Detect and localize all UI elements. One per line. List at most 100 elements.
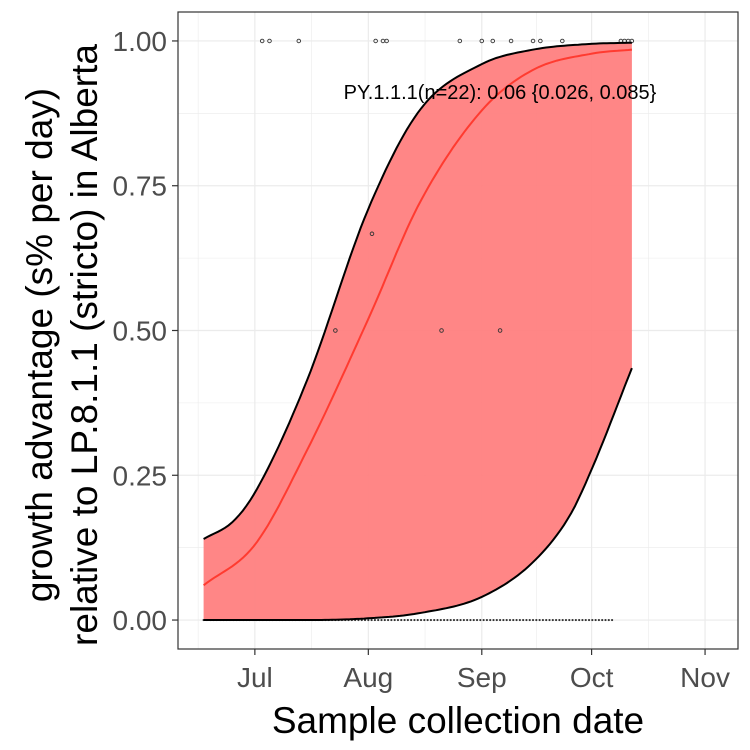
fit-line	[203, 48, 633, 587]
annotation-label: PY.1.1.1(n=22): 0.06 {0.026, 0.085}	[344, 82, 657, 104]
zero-point	[452, 618, 456, 622]
zero-point	[373, 618, 377, 622]
zero-point	[604, 618, 607, 622]
zero-point	[538, 618, 541, 622]
zero-point	[426, 618, 429, 622]
x-axis: Jul Aug Sep Oct Nov	[237, 649, 730, 693]
zero-point	[601, 618, 604, 622]
zero-point	[469, 618, 472, 622]
zero-point	[423, 618, 426, 622]
zero-point	[502, 618, 505, 622]
zero-point	[587, 618, 591, 622]
x-tick-label: Aug	[343, 662, 393, 693]
zero-point	[377, 618, 380, 622]
zero-point	[413, 618, 416, 622]
zero-point	[564, 618, 568, 622]
zero-point	[393, 618, 396, 622]
zero-point	[597, 618, 601, 622]
zero-point	[551, 618, 554, 622]
lower-bound-line	[203, 367, 633, 621]
y-axis: 0.00 0.25 0.50 0.75 1.00	[113, 26, 178, 636]
x-tick-label: Sep	[457, 662, 507, 693]
zero-point	[584, 618, 587, 622]
zero-point	[505, 618, 508, 622]
y-tick-label: 0.00	[113, 605, 168, 636]
y-tick-label: 0.50	[113, 316, 168, 347]
zero-point	[522, 618, 525, 622]
zero-point	[406, 618, 409, 622]
zero-point	[390, 618, 393, 622]
zero-point	[449, 618, 452, 622]
data-point	[560, 38, 565, 44]
data-point	[490, 38, 496, 44]
zero-point	[456, 618, 459, 622]
zero-point	[512, 618, 515, 622]
zero-point	[472, 618, 475, 622]
y-tick-label: 0.75	[113, 171, 168, 202]
zero-point	[515, 618, 518, 622]
data-point	[384, 38, 389, 44]
data-point	[457, 38, 463, 44]
data-point	[497, 328, 503, 333]
zero-point	[531, 618, 535, 622]
data-point	[530, 38, 536, 44]
zero-point	[525, 618, 528, 622]
zero-point	[442, 618, 446, 622]
zero-point	[380, 618, 383, 622]
zero-point	[439, 618, 442, 622]
data-point	[373, 38, 378, 44]
zero-point	[482, 618, 485, 622]
zero-point	[433, 618, 436, 622]
data-point	[369, 231, 375, 237]
confidence-ribbon	[203, 42, 632, 620]
zero-point	[548, 618, 551, 622]
y-tick-label: 1.00	[113, 26, 168, 57]
zero-point	[475, 618, 479, 622]
zero-point	[459, 618, 462, 622]
zero-point	[410, 618, 413, 622]
zero-point	[518, 618, 521, 622]
zero-point	[495, 618, 498, 622]
zero-point	[436, 618, 439, 622]
x-tick-label: Nov	[680, 662, 730, 693]
zero-point	[568, 618, 571, 622]
zero-point	[466, 618, 469, 622]
zero-point	[541, 618, 545, 622]
zero-point	[594, 618, 597, 622]
zero-point	[429, 618, 433, 622]
zero-point	[545, 618, 548, 622]
y-tick-label: 0.25	[113, 460, 168, 491]
zero-point	[419, 618, 423, 622]
zero-point	[578, 618, 581, 622]
zero-point	[383, 618, 386, 622]
data-point	[259, 38, 265, 44]
zero-point	[367, 618, 370, 622]
zero-point	[581, 618, 584, 622]
zero-point	[492, 618, 495, 622]
zero-point	[571, 618, 574, 622]
x-axis-label: Sample collection date	[272, 700, 644, 741]
zero-point	[535, 618, 538, 622]
zero-point	[610, 618, 614, 622]
zero-point	[485, 618, 489, 622]
y-axis-label-line-1: growth advantage (s% per day)	[19, 88, 60, 602]
data-point	[333, 328, 338, 333]
zero-point	[561, 618, 564, 622]
zero-point	[554, 618, 558, 622]
zero-point	[446, 618, 449, 622]
data-point	[479, 38, 485, 44]
x-tick-label: Jul	[237, 662, 273, 693]
zero-point	[508, 618, 512, 622]
zero-point	[370, 618, 373, 622]
data-point	[508, 38, 514, 44]
data-point	[439, 328, 444, 333]
zero-point	[416, 618, 419, 622]
zero-point	[386, 618, 390, 622]
zero-point	[396, 618, 400, 622]
data-point	[538, 38, 543, 44]
zero-point	[462, 618, 465, 622]
zero-point	[574, 618, 577, 622]
upper-bound-line	[203, 41, 632, 540]
zero-point	[400, 618, 403, 622]
